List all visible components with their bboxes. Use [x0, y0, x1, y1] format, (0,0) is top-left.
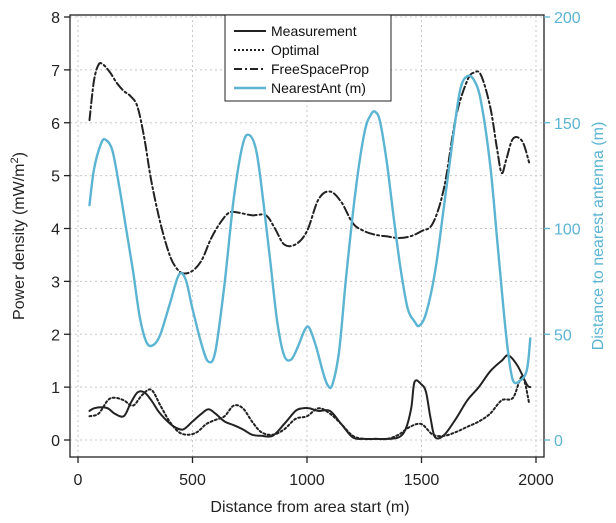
axes: 0 500 1000 1500 2000 0 1 2 3 4 5 6 7 8 0 50 100 150 200 — [51, 10, 581, 489]
legend-label-freespaceprop: FreeSpaceProp — [271, 61, 369, 77]
y-left-tick-label: 8 — [51, 10, 60, 27]
y-left-tick-label: 2 — [51, 327, 60, 344]
y-left-tick-label: 0 — [51, 433, 60, 450]
x-tick-label: 2000 — [518, 472, 554, 489]
y-right-tick-label: 100 — [554, 222, 581, 239]
series-line-measurement — [88, 354, 532, 441]
x-tick-label: 0 — [74, 472, 83, 489]
series-lines — [88, 62, 532, 441]
y-right-tick-label: 50 — [554, 327, 572, 344]
y-left-tick-label: 1 — [51, 380, 60, 397]
y-left-tick-label: 3 — [51, 274, 60, 291]
series-line-freespaceprop — [88, 62, 531, 275]
legend-label-measurement: Measurement — [271, 23, 357, 39]
y-left-tick-label: 6 — [51, 116, 60, 133]
y-right-tick-label: 200 — [554, 10, 581, 27]
y-right-tick-label: 0 — [554, 433, 563, 450]
y-right-axis-title: Distance to nearest antenna (m) — [590, 122, 607, 351]
y-left-tick-label: 4 — [51, 222, 60, 239]
y-left-tick-label: 7 — [51, 63, 60, 80]
series-line-nearestant-m — [88, 74, 532, 390]
series-line-optimal — [88, 375, 531, 441]
x-tick-label: 1000 — [289, 472, 325, 489]
legend-label-nearestant: NearestAnt (m) — [271, 80, 366, 96]
x-tick-label: 1500 — [404, 472, 440, 489]
grid — [70, 15, 544, 457]
y-left-axis-title: Power density (mW/m2) — [9, 152, 28, 320]
legend: Measurement Optimal FreeSpaceProp Neares… — [224, 14, 392, 102]
x-axis-title: Distance from area start (m) — [210, 499, 409, 516]
legend-box — [224, 14, 392, 102]
legend-label-optimal: Optimal — [271, 42, 319, 58]
x-tick-label: 500 — [179, 472, 206, 489]
y-right-tick-label: 150 — [554, 116, 581, 133]
y-left-tick-label: 5 — [51, 169, 60, 186]
